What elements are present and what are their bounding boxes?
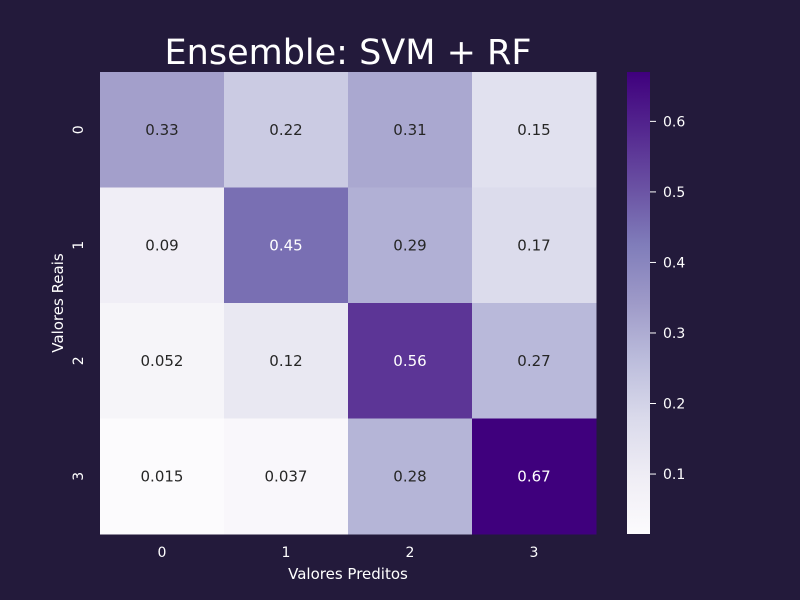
colorbar [627,72,650,534]
heatmap-cell-label-r2-c2: 0.56 [393,352,426,370]
chart-title: Ensemble: SVM + RF [165,33,532,73]
x-tick-label-2: 2 [406,545,415,561]
heatmap-cell-r3-c0 [100,418,225,535]
heatmap-cell-label-r3-c2: 0.28 [393,467,426,485]
heatmap-cell-r1-c3 [472,187,597,304]
heatmap-cell-label-r2-c1: 0.12 [269,352,302,370]
x-axis-ticks: 0 1 2 3 [158,545,539,561]
y-tick-label-1: 1 [71,241,87,250]
colorbar-tick-label-2: 0.3 [663,326,685,342]
heatmap-cell-labels: 0.33 0.22 0.31 0.15 0.09 0.45 0.29 0.17 0.052 0.1… [141,121,551,486]
colorbar-tick-label-4: 0.5 [663,185,685,201]
heatmap-cell-r0-c2 [348,72,473,188]
heatmap-cell-r0-c3 [472,72,597,188]
x-tick-label-3: 3 [530,545,539,561]
heatmap-cell-label-r3-c1: 0.037 [265,467,308,485]
x-axis-label: Valores Preditos [288,565,408,583]
heatmap-cells [100,72,597,535]
heatmap-cell-label-r0-c2: 0.31 [393,121,426,139]
heatmap-cell-label-r2-c0: 0.052 [141,352,184,370]
heatmap-cell-r2-c3 [472,303,597,419]
heatmap-cell-label-r1-c0: 0.09 [145,236,178,254]
heatmap-cell-r1-c0 [100,187,225,304]
heatmap-cell-label-r3-c0: 0.015 [141,467,184,485]
heatmap-cell-r2-c1 [224,303,349,419]
heatmap-cell-r0-c1 [224,72,349,188]
heatmap-cell-label-r3-c3: 0.67 [517,467,550,485]
colorbar-tick-label-1: 0.2 [663,397,685,413]
heatmap-cell-r0-c0 [100,72,225,188]
heatmap-cell-label-r2-c3: 0.27 [517,352,550,370]
y-axis-label: Valores Reais [49,253,67,353]
heatmap-cell-r1-c1 [224,187,349,304]
colorbar-tick-label-5: 0.6 [663,114,685,130]
heatmap-cell-label-r0-c3: 0.15 [517,121,550,139]
heatmap-cell-label-r0-c1: 0.22 [269,121,302,139]
colorbar-tick-label-0: 0.1 [663,467,685,483]
heatmap-cell-r1-c2 [348,187,473,304]
heatmap-cell-label-r1-c3: 0.17 [517,236,550,254]
heatmap-cell-r3-c3 [472,418,597,535]
heatmap-cell-label-r1-c2: 0.29 [393,236,426,254]
y-axis-ticks: 0 1 2 3 [71,125,87,480]
x-tick-label-0: 0 [158,545,167,561]
heatmap-cell-r2-c0 [100,303,225,419]
colorbar-tick-label-3: 0.4 [663,255,685,271]
y-tick-label-3: 3 [71,472,87,481]
heatmap-cell-r3-c1 [224,418,349,535]
heatmap-cell-r2-c2 [348,303,473,419]
heatmap-cell-label-r0-c0: 0.33 [145,121,178,139]
x-tick-label-1: 1 [282,545,291,561]
heatmap-cell-r3-c2 [348,418,473,535]
colorbar-ticks: 0.1 0.2 0.3 0.4 0.5 0.6 [650,114,685,483]
y-tick-label-2: 2 [71,356,87,365]
heatmap-cell-label-r1-c1: 0.45 [269,236,302,254]
y-tick-label-0: 0 [71,125,87,134]
